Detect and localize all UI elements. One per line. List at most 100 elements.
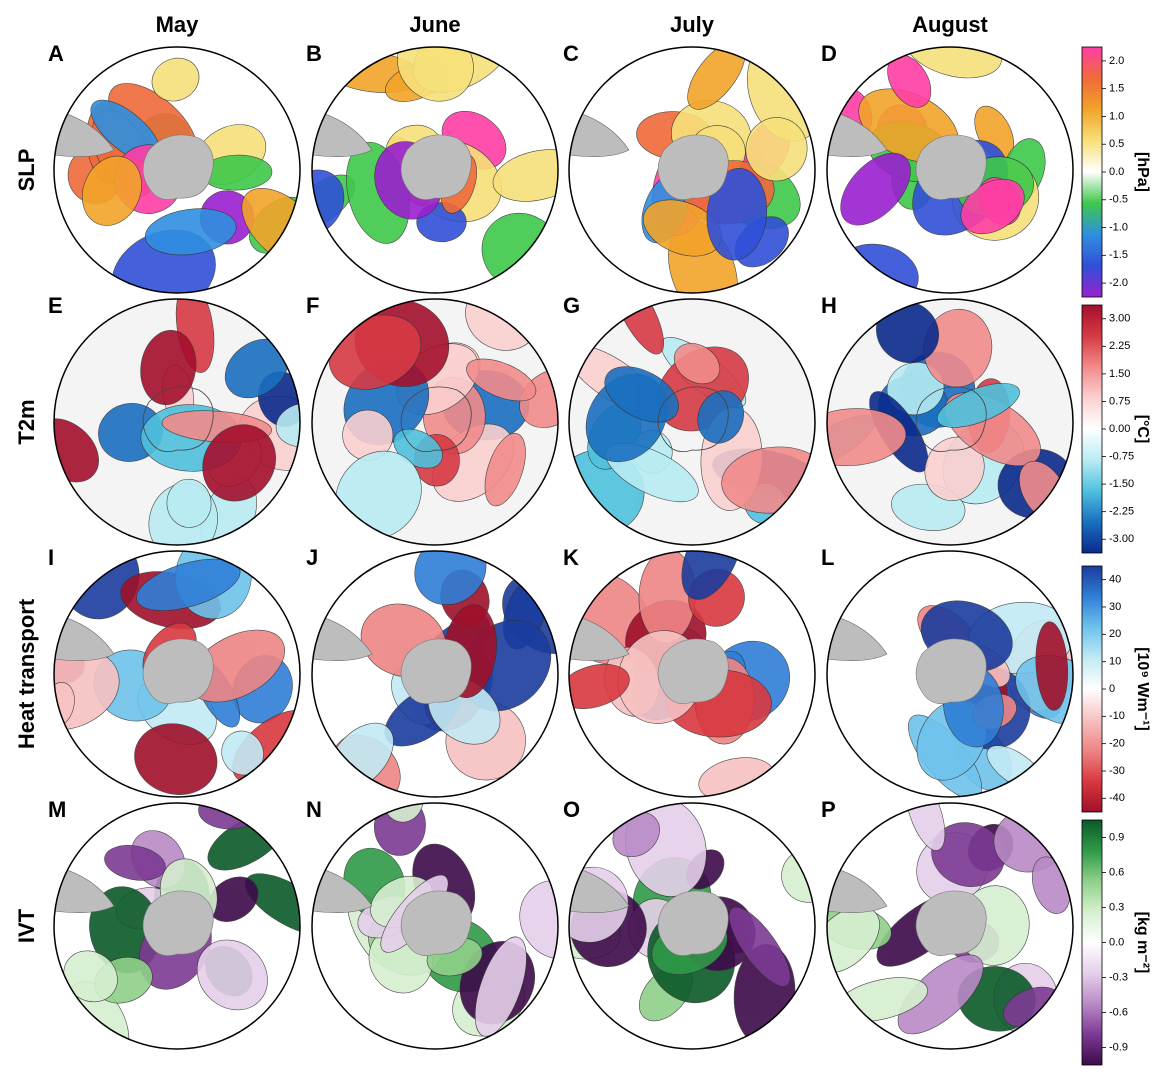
colorbar-tick-label: 0.5 xyxy=(1109,138,1124,150)
land xyxy=(827,109,888,157)
anomaly-field xyxy=(136,558,241,611)
anomaly-field xyxy=(728,906,791,987)
anomaly-field xyxy=(151,57,200,102)
colorbar-unit: [°C] xyxy=(1134,415,1151,444)
map-panel xyxy=(569,47,815,293)
map-border xyxy=(826,46,1074,294)
map-border xyxy=(568,46,816,294)
anomaly-field xyxy=(134,723,218,795)
colorbar-tick-label: 1.0 xyxy=(1109,110,1124,122)
colorbar-unit: [10⁹ Wm⁻¹] xyxy=(1134,647,1151,731)
map-border xyxy=(53,298,301,546)
column-header: June xyxy=(409,12,460,37)
colorbar-tick-label: -0.6 xyxy=(1109,1006,1128,1018)
map-panel xyxy=(312,551,558,797)
panel-letter: D xyxy=(821,41,837,66)
anomaly-field xyxy=(241,187,300,269)
map-border xyxy=(311,802,559,1050)
anomaly-field xyxy=(275,402,300,448)
colorbar-tick-label: -1.0 xyxy=(1109,221,1128,233)
column-header: August xyxy=(912,12,988,37)
panel-letter: C xyxy=(563,41,579,66)
map-border xyxy=(53,550,301,798)
antarctica xyxy=(142,134,214,200)
colorbar-tick-label: 0.9 xyxy=(1109,831,1124,843)
colorbar-tick-label: 0.0 xyxy=(1109,166,1124,178)
antarctica-outline xyxy=(915,386,987,453)
colorbar-tick-label: 3.00 xyxy=(1109,313,1130,325)
map-border xyxy=(826,298,1074,546)
map-panel xyxy=(312,47,558,293)
antarctica xyxy=(400,890,472,956)
antarctica xyxy=(400,134,472,200)
antarctica xyxy=(657,890,729,956)
colorbar-tick-label: -40 xyxy=(1109,792,1125,804)
map-panel xyxy=(569,803,815,1049)
panel-letter: I xyxy=(48,545,54,570)
anomaly-field xyxy=(140,330,197,405)
anomaly-field xyxy=(897,954,984,1035)
anomaly-field xyxy=(697,390,744,444)
map-border xyxy=(311,46,559,294)
map-panel xyxy=(827,803,1073,1049)
anomaly-field xyxy=(840,152,911,226)
anomaly-field xyxy=(196,939,268,1011)
colorbar-tick-label: 0 xyxy=(1109,683,1115,695)
anomaly-field xyxy=(54,682,75,728)
map-panel xyxy=(827,551,1073,797)
colorbar-tick-label: 0.75 xyxy=(1109,395,1130,407)
antarctica xyxy=(915,638,987,704)
colorbar-tick-label: -1.5 xyxy=(1109,249,1128,261)
anomaly-field xyxy=(81,155,142,226)
panel-letter: F xyxy=(306,293,319,318)
colorbar-tick-label: 2.0 xyxy=(1109,55,1124,67)
anomaly-field xyxy=(54,418,99,483)
map-border xyxy=(568,550,816,798)
panel-letter: J xyxy=(306,545,318,570)
anomaly-field xyxy=(681,551,743,600)
colorbar-tick-label: 1.50 xyxy=(1109,368,1130,380)
antarctica xyxy=(657,134,729,200)
panel-letter: E xyxy=(48,293,63,318)
colorbar-tick-label: -10 xyxy=(1109,710,1125,722)
anomaly-field xyxy=(474,936,527,1037)
colorbar-tick-label: -20 xyxy=(1109,738,1125,750)
map-border xyxy=(311,298,559,546)
antarctica-outline xyxy=(657,386,729,453)
anomaly-field xyxy=(198,803,265,830)
colorbar-tick-label: 0.3 xyxy=(1109,901,1124,913)
map-panel xyxy=(827,47,1073,293)
anomaly-field xyxy=(492,149,558,202)
map-border xyxy=(826,550,1074,798)
colorbar-tick-label: -0.3 xyxy=(1109,971,1128,983)
anomaly-field xyxy=(166,478,212,528)
anomaly-field xyxy=(383,803,424,823)
panel-letter: K xyxy=(563,545,579,570)
colorbar-tick-label: 1.5 xyxy=(1109,83,1124,95)
map-border xyxy=(311,550,559,798)
anomaly-field xyxy=(604,366,679,423)
map-panel xyxy=(827,299,1073,545)
column-header: July xyxy=(670,12,715,37)
row-label: T2m xyxy=(14,399,39,444)
land xyxy=(54,865,115,913)
colorbar-tick-label: 40 xyxy=(1109,574,1121,586)
land xyxy=(312,109,373,157)
land xyxy=(54,109,115,157)
anomaly-field xyxy=(484,432,526,507)
anomaly-field xyxy=(202,424,276,502)
colorbar-tick-label: -0.5 xyxy=(1109,194,1128,206)
colorbar-tick-label: 0.6 xyxy=(1109,866,1124,878)
anomaly-field xyxy=(706,167,768,261)
map-border xyxy=(53,802,301,1050)
anomaly-field xyxy=(673,343,721,385)
panel-letter: A xyxy=(48,41,64,66)
panel-letter: N xyxy=(306,797,322,822)
antarctica xyxy=(915,134,987,200)
land xyxy=(54,613,115,661)
land xyxy=(312,865,373,913)
anomaly-field xyxy=(905,803,946,851)
anomaly-field xyxy=(1035,621,1068,711)
colorbar-tick-label: -2.0 xyxy=(1109,277,1128,289)
